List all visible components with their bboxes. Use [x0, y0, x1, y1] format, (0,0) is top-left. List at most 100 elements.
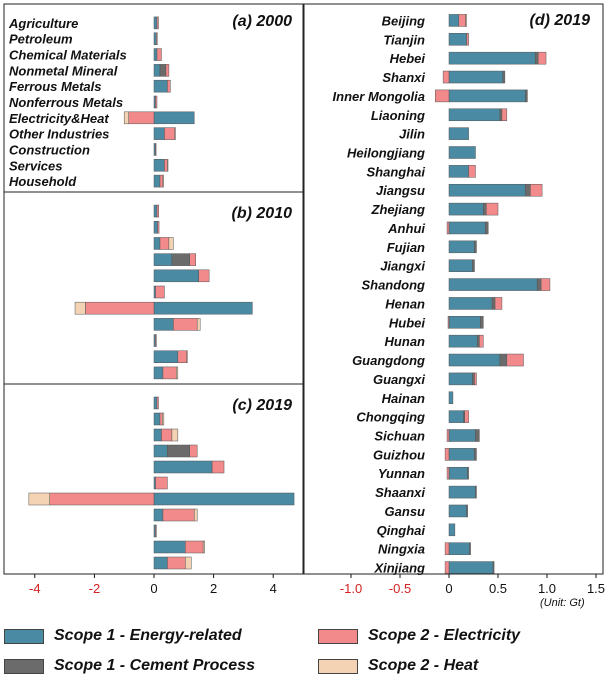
bar-c-electricity-heat-heat [28, 492, 50, 506]
x-tick-label-left-neg2: -2 [89, 581, 101, 596]
province-label-shanghai: Shanghai [366, 164, 425, 179]
province-label-beijing: Beijing [382, 13, 425, 28]
bar-d-hunan-energy [448, 334, 478, 348]
bar-a-petroleum-energy [153, 32, 157, 45]
bar-b-petroleum-energy [153, 221, 158, 234]
bar-d-chongqing-electricity [464, 410, 469, 423]
bar-d-hubei-electricity [447, 316, 450, 329]
panel-title-b: (b) 2010 [232, 205, 293, 222]
bar-b-nonferrous-metals-electricity [155, 285, 165, 299]
bar-d-jiangsu-energy [448, 183, 526, 197]
bar-d-inner-mongolia-cement [525, 89, 528, 103]
bar-d-zhejiang-electricity [485, 202, 499, 216]
bar-d-guangdong-cement [499, 353, 508, 367]
bar-d-liaoning-cement [499, 108, 503, 122]
bar-b-ferrous-metals-electricity [198, 269, 210, 283]
province-label-heilongjiang: Heilongjiang [347, 146, 425, 161]
bar-c-chemical-materials-heat [171, 428, 179, 442]
province-label-hubei: Hubei [389, 315, 426, 330]
bar-d-jilin-energy [448, 127, 469, 140]
province-label-guizhou: Guizhou [373, 447, 425, 462]
bar-a-nonmetal-mineral-energy [153, 64, 161, 77]
bar-d-henan-electricity [494, 297, 503, 310]
legend-label-energy: Scope 1 - Energy-related [54, 627, 242, 644]
bar-b-nonmetal-mineral-electricity [189, 253, 196, 266]
bar-c-nonmetal-mineral-cement [167, 444, 191, 458]
province-label-anhui: Anhui [387, 221, 425, 236]
bar-d-beijing-electricity [458, 14, 466, 27]
bar-d-xinjiang-cement [492, 561, 495, 574]
legend-swatch-electricity [318, 628, 358, 644]
bar-d-xinjiang-energy [448, 561, 494, 574]
bar-d-liaoning-energy [448, 108, 501, 122]
bar-d-jiangsu-electricity [530, 183, 543, 197]
bar-c-electricity-heat-electricity [49, 492, 155, 506]
bar-d-gansu-cement [466, 504, 468, 518]
bar-c-services-energy [153, 540, 186, 554]
legend-swatch-cement [4, 658, 44, 674]
province-label-ningxia: Ningxia [378, 542, 425, 557]
bar-a-petroleum-electricity [156, 32, 158, 45]
panel-c-2019: (c) 2019 [28, 396, 295, 570]
bar-d-hainan-energy [448, 391, 454, 405]
bar-b-other-industries-electricity [173, 318, 198, 331]
bar-d-henan-energy [448, 297, 493, 310]
bar-c-electricity-heat-energy [153, 492, 295, 506]
bar-d-hubei-energy [448, 316, 481, 329]
bar-c-other-industries-electricity [162, 508, 195, 522]
province-label-inner-mongolia: Inner Mongolia [333, 89, 425, 104]
bar-d-fujian-energy [448, 240, 475, 254]
bar-d-sichuan-electricity [446, 429, 450, 442]
bar-a-electricity-heat-energy [153, 111, 195, 125]
x-tick-label-left-2: 2 [210, 581, 217, 596]
category-label-services: Services [9, 158, 63, 173]
bar-d-yunnan-energy [448, 466, 468, 480]
province-label-zhejiang: Zhejiang [371, 202, 426, 217]
province-label-shanxi: Shanxi [382, 70, 425, 85]
bar-d-tianjin-energy [448, 33, 467, 46]
bar-d-guizhou-cement [474, 448, 477, 461]
province-label-qinghai: Qinghai [377, 523, 426, 538]
bar-d-qinghai-energy [448, 523, 456, 537]
bar-b-chemical-materials-electricity [159, 237, 170, 250]
bar-b-services-heat [186, 350, 188, 363]
x-tick-label-left-4: 4 [270, 581, 277, 596]
bar-d-hubei-cement [480, 316, 484, 329]
bar-b-construction-electricity [155, 334, 157, 347]
bar-c-other-industries-heat [193, 508, 198, 522]
bar-d-hunan-cement [477, 334, 480, 348]
x-tick-label-left-0: 0 [150, 581, 157, 596]
bar-d-jiangsu-cement [525, 183, 531, 197]
bar-c-chemical-materials-energy [153, 428, 162, 442]
bar-d-sichuan-energy [448, 429, 476, 442]
bar-c-nonferrous-metals-electricity [155, 476, 168, 490]
bar-c-services-heat [202, 540, 205, 554]
bar-d-fujian-cement [474, 240, 477, 254]
bar-d-shanxi-cement [502, 70, 506, 84]
bar-a-ferrous-metals-electricity [167, 79, 171, 93]
bar-a-electricity-heat-electricity [128, 111, 155, 125]
category-label-nonferrous-metals: Nonferrous Metals [9, 95, 123, 110]
bar-b-petroleum-electricity [157, 221, 160, 234]
bar-d-sichuan-cement [475, 429, 480, 442]
bar-a-ferrous-metals-energy [153, 79, 168, 93]
bar-d-hebei-cement [534, 51, 539, 65]
x-tick-label-right-neg1: -1.0 [340, 581, 362, 596]
bar-b-household-heat [176, 366, 179, 380]
bar-d-yunnan-electricity [446, 466, 450, 480]
bar-b-ferrous-metals-energy [153, 269, 199, 283]
x-tick-label-left-neg4: -4 [29, 581, 41, 596]
bar-d-beijing-heat [465, 14, 467, 27]
bar-d-shaanxi-energy [448, 485, 476, 499]
bar-d-gansu-energy [448, 504, 467, 518]
x-tick-label-right-1p5: 1.5 [587, 581, 605, 596]
bar-b-household-electricity [162, 366, 177, 380]
x-tick-label-right-neg0p5: -0.5 [389, 581, 411, 596]
legend: Scope 1 - Energy-related Scope 2 - Elect… [0, 618, 608, 682]
province-label-xinjiang: Xinjiang [373, 561, 425, 576]
province-label-guangdong: Guangdong [352, 353, 425, 368]
x-tick-label-right-0p5: 0.5 [489, 581, 507, 596]
category-label-petroleum: Petroleum [9, 32, 73, 47]
bar-b-other-industries-heat [196, 318, 201, 331]
province-label-liaoning: Liaoning [371, 108, 425, 123]
